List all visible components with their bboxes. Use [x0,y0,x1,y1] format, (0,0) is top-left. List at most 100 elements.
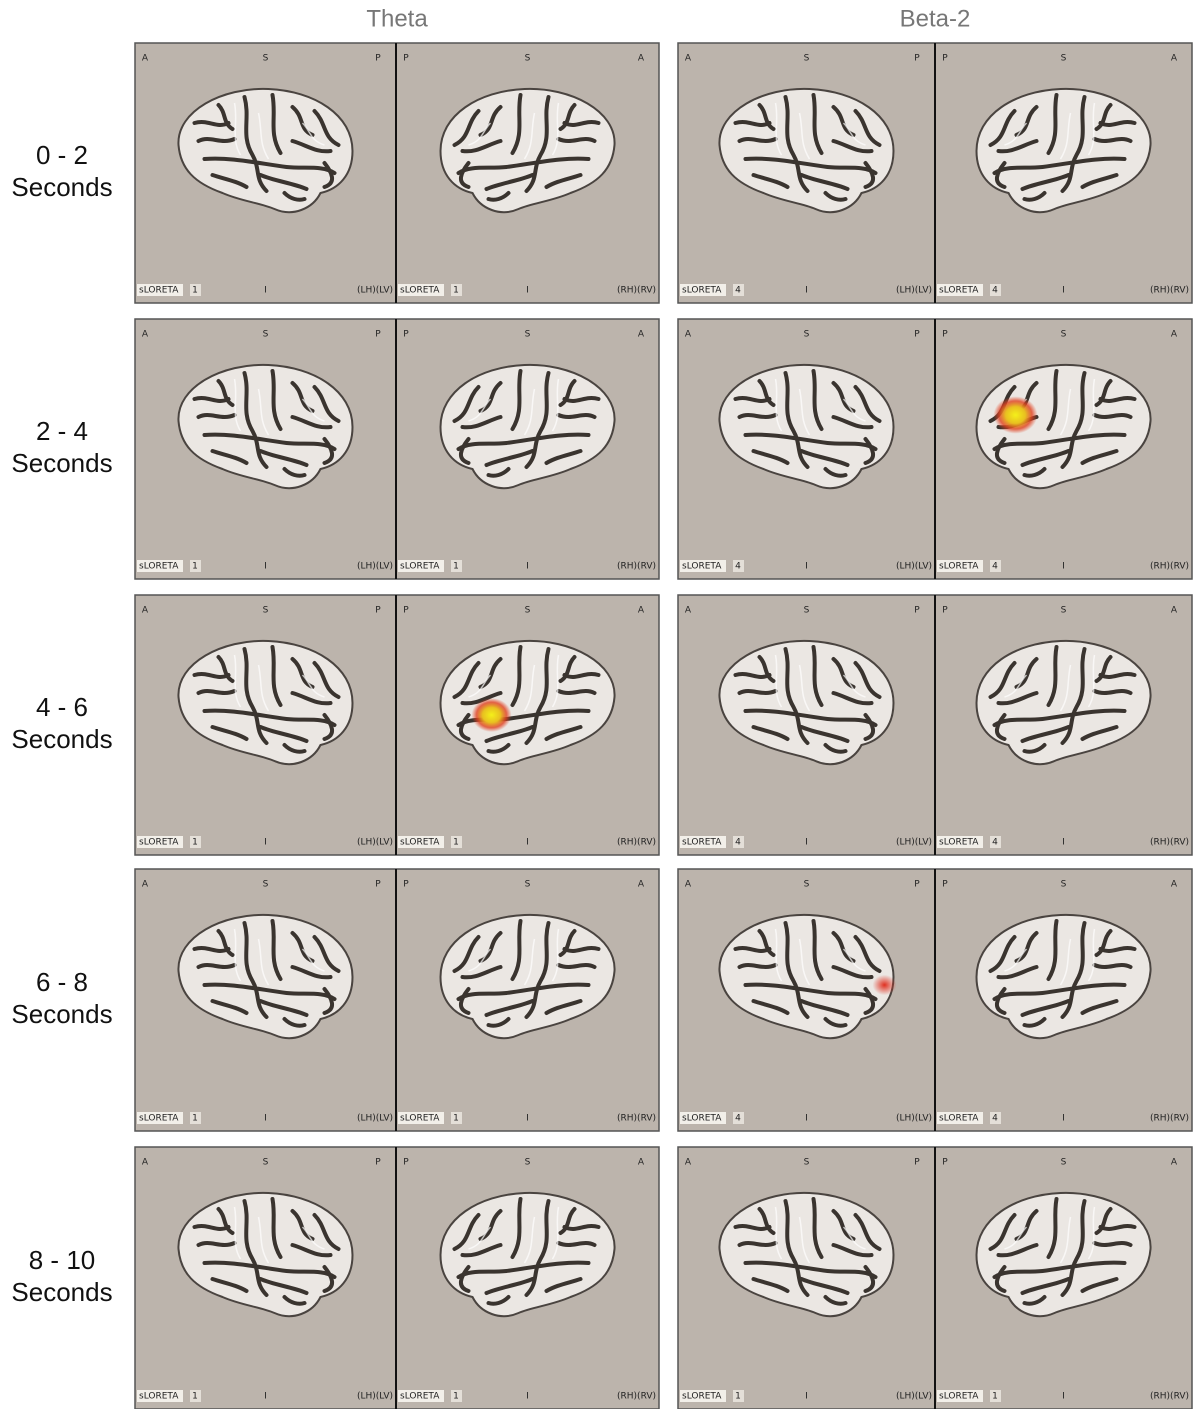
orientation-label: P [914,54,920,64]
inferior-label: I [526,1114,529,1124]
orientation-label: P [403,54,409,64]
orientation-label: A [685,1158,692,1168]
method-label: sLORETA [139,1392,179,1402]
hemisphere-label: (LH)(LV) [357,286,393,296]
activation [472,698,512,732]
orientation-label: A [638,606,645,616]
inferior-label: I [1062,838,1065,848]
method-label: sLORETA [682,838,722,848]
level-label: 1 [192,1392,198,1402]
method-label: sLORETA [939,838,979,848]
hemisphere-label: (LH)(LV) [357,1392,393,1402]
orientation-label: P [942,880,948,890]
orientation-label: P [942,606,948,616]
orientation-label: S [1061,330,1067,340]
level-label: 4 [735,838,741,848]
orientation-label: A [1171,880,1178,890]
method-label: sLORETA [939,562,979,572]
level-label: 1 [192,286,198,296]
hemisphere-label: (RH)(RV) [1150,562,1189,572]
orientation-label: A [142,1158,149,1168]
hemisphere-label: (LH)(LV) [896,838,932,848]
method-label: sLORETA [139,562,179,572]
orientation-label: P [942,54,948,64]
method-label: sLORETA [939,286,979,296]
level-label: 4 [992,1114,998,1124]
time-unit: Seconds [11,172,112,202]
inferior-label: I [805,1114,808,1124]
orientation-label: A [142,330,149,340]
orientation-label: S [804,1158,810,1168]
hemisphere-label: (RH)(RV) [617,562,656,572]
method-label: sLORETA [939,1114,979,1124]
hemisphere-label: (RH)(RV) [617,838,656,848]
level-label: 1 [453,838,459,848]
method-label: sLORETA [682,286,722,296]
hemisphere-label: (RH)(RV) [617,1114,656,1124]
orientation-label: P [375,54,381,64]
orientation-label: A [142,880,149,890]
orientation-label: P [375,606,381,616]
method-label: sLORETA [682,1392,722,1402]
method-label: sLORETA [400,286,440,296]
orientation-label: S [525,330,531,340]
orientation-label: A [685,54,692,64]
orientation-label: A [638,330,645,340]
time-range: 0 - 2 [36,140,88,170]
method-label: sLORETA [139,1114,179,1124]
orientation-label: A [142,606,149,616]
time-unit: Seconds [11,999,112,1029]
hemisphere-label: (RH)(RV) [1150,286,1189,296]
activation [873,975,897,995]
inferior-label: I [1062,286,1065,296]
activation [994,396,1038,433]
orientation-label: A [1171,330,1178,340]
orientation-label: S [263,1158,269,1168]
inferior-label: I [1062,1392,1065,1402]
time-range: 8 - 10 [29,1245,96,1275]
inferior-label: I [805,1392,808,1402]
orientation-label: S [263,330,269,340]
orientation-label: P [403,330,409,340]
orientation-label: P [375,1158,381,1168]
level-label: 4 [992,838,998,848]
inferior-label: I [526,562,529,572]
method-label: sLORETA [682,1114,722,1124]
time-range: 2 - 4 [36,416,88,446]
orientation-label: S [525,606,531,616]
level-label: 1 [453,1114,459,1124]
hemisphere-label: (RH)(RV) [1150,1114,1189,1124]
hemisphere-label: (LH)(LV) [896,1392,932,1402]
level-label: 1 [192,1114,198,1124]
orientation-label: A [1171,1158,1178,1168]
orientation-label: A [685,606,692,616]
orientation-label: P [914,1158,920,1168]
orientation-label: P [914,330,920,340]
inferior-label: I [264,1392,267,1402]
inferior-label: I [1062,562,1065,572]
method-label: sLORETA [139,838,179,848]
hemisphere-label: (RH)(RV) [617,1392,656,1402]
orientation-label: S [804,54,810,64]
hemisphere-label: (LH)(LV) [896,1114,932,1124]
orientation-label: A [1171,54,1178,64]
orientation-label: S [1061,880,1067,890]
orientation-label: S [1061,1158,1067,1168]
inferior-label: I [264,1114,267,1124]
inferior-label: I [264,838,267,848]
level-label: 1 [735,1392,741,1402]
level-label: 4 [992,562,998,572]
orientation-label: S [525,880,531,890]
orientation-label: P [942,1158,948,1168]
page: ThetaBeta-20 - 2SecondsASPsLORETA1I(LH)(… [0,0,1194,1409]
column-title: Beta-2 [900,5,971,32]
hemisphere-label: (LH)(LV) [896,562,932,572]
hemisphere-label: (LH)(LV) [357,1114,393,1124]
inferior-label: I [526,1392,529,1402]
level-label: 4 [735,562,741,572]
column-title: Theta [366,5,428,32]
hemisphere-label: (RH)(RV) [617,286,656,296]
orientation-label: A [685,880,692,890]
hemisphere-label: (RH)(RV) [1150,1392,1189,1402]
orientation-label: A [1171,606,1178,616]
